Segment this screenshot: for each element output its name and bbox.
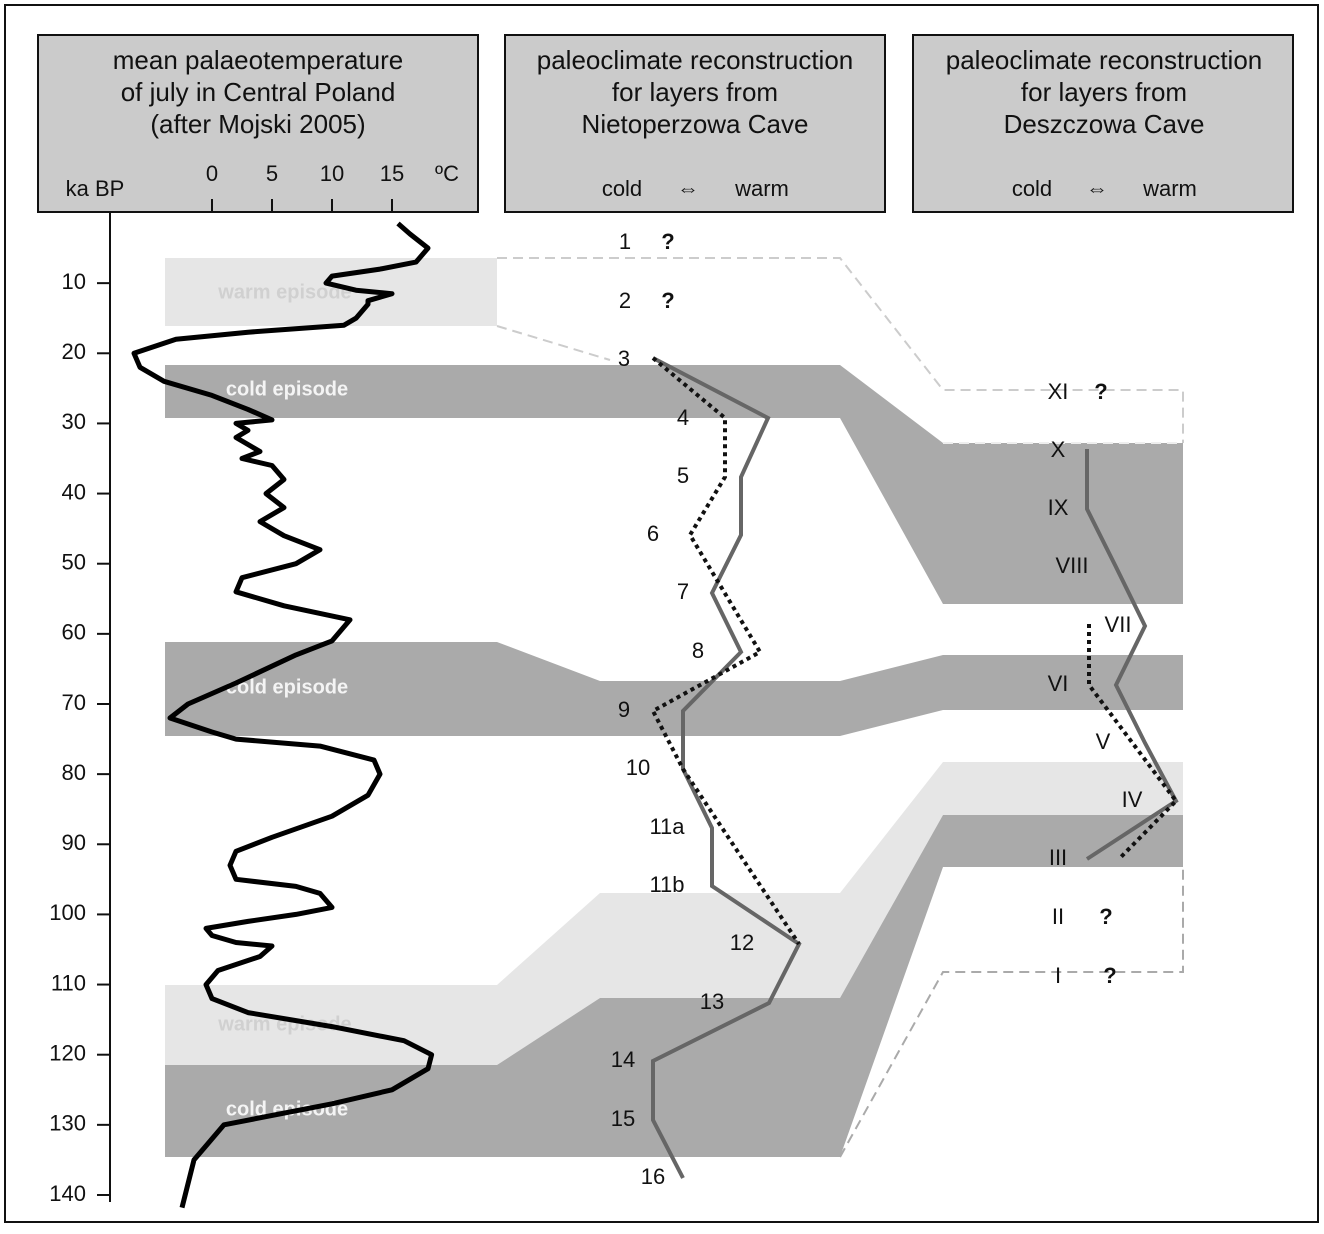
y-tick-label: 80 [62,760,86,785]
episode-label: warm episode [217,1013,351,1035]
headers [37,34,1294,213]
layer-label: 5 [677,463,689,488]
layer-label: III [1049,845,1067,870]
x-tick-label: 5 [266,161,278,186]
dashed-link [497,257,1184,443]
panel-title: for layers from [612,77,778,107]
layer-label: IV [1122,787,1143,812]
panel-title: Deszczowa Cave [1004,109,1205,139]
panel-title: for layers from [1021,77,1187,107]
dashed-link [839,867,1184,1158]
layer-note: ? [661,288,674,313]
layer-label: II [1052,904,1064,929]
episode-label: cold episode [226,1098,348,1120]
layer-label: 10 [626,755,650,780]
x-tick-label: 0 [206,161,218,186]
cold-band [165,642,1183,736]
layer-label: 15 [611,1106,635,1131]
layer-label: 6 [647,521,659,546]
panel-title: paleoclimate reconstruction [946,45,1263,75]
layer-label: 7 [677,579,689,604]
axis-label: ka BP [66,176,125,201]
panel-title: paleoclimate reconstruction [537,45,854,75]
y-tick-label: 20 [62,339,86,364]
layer-label: 14 [611,1047,635,1072]
layer-label: 11a [649,814,685,839]
layer-label: VIII [1055,553,1088,578]
layer-label: X [1051,437,1066,462]
layer-label: VII [1105,612,1132,637]
y-tick-label: 100 [49,900,86,925]
layer-label: 8 [692,638,704,663]
dashed-link [496,325,611,361]
layer-label: 13 [700,989,724,1014]
layer-note: ? [1099,904,1112,929]
y-tick-label: 70 [62,690,86,715]
y-tick-label: 50 [62,550,86,575]
scale-label: warm [1142,176,1197,201]
cold-band [165,365,1183,604]
layer-label: 1 [619,229,631,254]
header-box [504,34,886,213]
panel-title: Nietoperzowa Cave [582,109,809,139]
layer-label: 12 [730,930,754,955]
header-box [37,34,479,213]
header-box [912,34,1294,213]
y-tick-label: 130 [49,1111,86,1136]
layer-note: ? [1103,963,1116,988]
y-tick-label: 60 [62,620,86,645]
layer-note: ? [661,229,674,254]
panel-title: of july in Central Poland [121,77,396,107]
scale-label: warm [734,176,789,201]
y-tick-label: 120 [49,1041,86,1066]
layer-label: 9 [618,697,630,722]
layer-label: 16 [641,1164,665,1189]
scale-label: ⇔ [677,176,699,201]
y-tick-label: 90 [62,830,86,855]
layer-label: 11b [649,872,684,897]
layer-label: 3 [618,346,630,371]
layer-label: 2 [619,288,631,313]
layer-note: ? [1094,379,1107,404]
layer-label: I [1055,963,1061,988]
y-tick-label: 10 [62,269,86,294]
x-tick-label: 10 [320,161,344,186]
reconstruction-dotted [650,356,801,946]
episode-label: cold episode [226,378,348,400]
episode-label: cold episode [226,676,348,698]
layer-label: XI [1048,379,1069,404]
warm-band [165,258,497,326]
y-tick-label: 40 [62,479,86,504]
scale-label: ⇔ [1086,176,1108,201]
panel-title: mean palaeotemperature [113,45,404,75]
scale-label: cold [602,176,642,201]
episode-label: warm episode [217,281,351,303]
temperature-curve [131,221,435,1209]
layer-label: V [1096,729,1111,754]
y-tick-label: 110 [51,970,86,995]
nietoperzowa-lines [650,356,1179,1179]
y-tick-label: 30 [62,409,86,434]
layer-label: 4 [677,405,689,430]
axis-unit: ºC [435,161,459,186]
layer-label: VI [1048,671,1069,696]
warm-band [165,762,1183,1065]
x-tick-label: 15 [380,161,404,186]
y-tick-label: 140 [49,1181,86,1206]
scale-label: cold [1012,176,1052,201]
panel-title: (after Mojski 2005) [150,109,365,139]
layer-label: IX [1048,495,1069,520]
